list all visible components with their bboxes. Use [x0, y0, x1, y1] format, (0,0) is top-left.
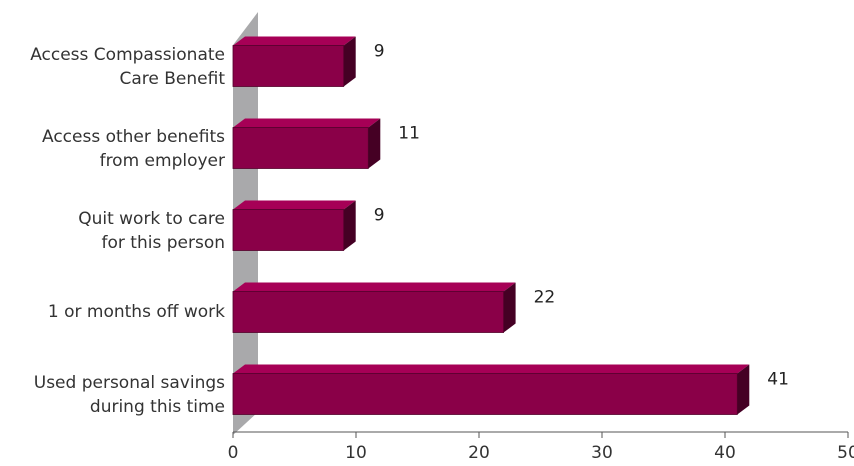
bar-side [737, 364, 750, 415]
bar [232, 364, 750, 415]
label-line: Care Benefit [120, 69, 226, 89]
label-line: Used personal savings [34, 373, 225, 393]
value-label: 9 [374, 206, 385, 226]
value-label: 22 [534, 288, 556, 308]
value-label: 41 [767, 370, 789, 390]
bar [232, 282, 516, 333]
bar-front [232, 291, 505, 333]
bar-top [233, 282, 516, 292]
x-tick-label: 50 [837, 443, 854, 463]
bar-top [233, 36, 356, 46]
bar-top [233, 364, 750, 374]
label-line: during this time [90, 397, 225, 417]
label-line: from employer [100, 151, 225, 171]
bar-front [232, 45, 345, 87]
value-label: 11 [398, 124, 420, 144]
x-tick-label: 10 [345, 443, 367, 463]
y-tick-label: Used personal savings during this time [34, 373, 225, 417]
bar-side [503, 282, 516, 333]
x-tick-label: 20 [468, 443, 490, 463]
x-tick-label: 30 [591, 443, 613, 463]
bar-top [233, 200, 356, 210]
bar-front [232, 127, 369, 169]
bar-side [343, 200, 356, 251]
label-line: Access other benefits [42, 127, 225, 147]
label-line: for this person [102, 233, 225, 253]
bar [232, 200, 356, 251]
bar-top [233, 118, 381, 128]
bar-side [368, 118, 381, 169]
value-label: 9 [374, 42, 385, 62]
y-tick-label: Access Compassionate Care Benefit [30, 45, 225, 89]
bar-side [343, 36, 356, 87]
bar [232, 36, 356, 87]
bar-front [232, 209, 345, 251]
x-tick-label: 0 [228, 443, 239, 463]
label-line: Access Compassionate [30, 45, 225, 65]
y-tick-label: Quit work to care for this person [78, 209, 225, 253]
y-tick-label: Access other benefits from employer [42, 127, 225, 171]
y-tick-label: 1 or months off work [48, 302, 225, 322]
x-tick-label: 40 [714, 443, 736, 463]
bar-front [232, 373, 738, 415]
label-line: Quit work to care [78, 209, 225, 229]
bar [232, 118, 381, 169]
